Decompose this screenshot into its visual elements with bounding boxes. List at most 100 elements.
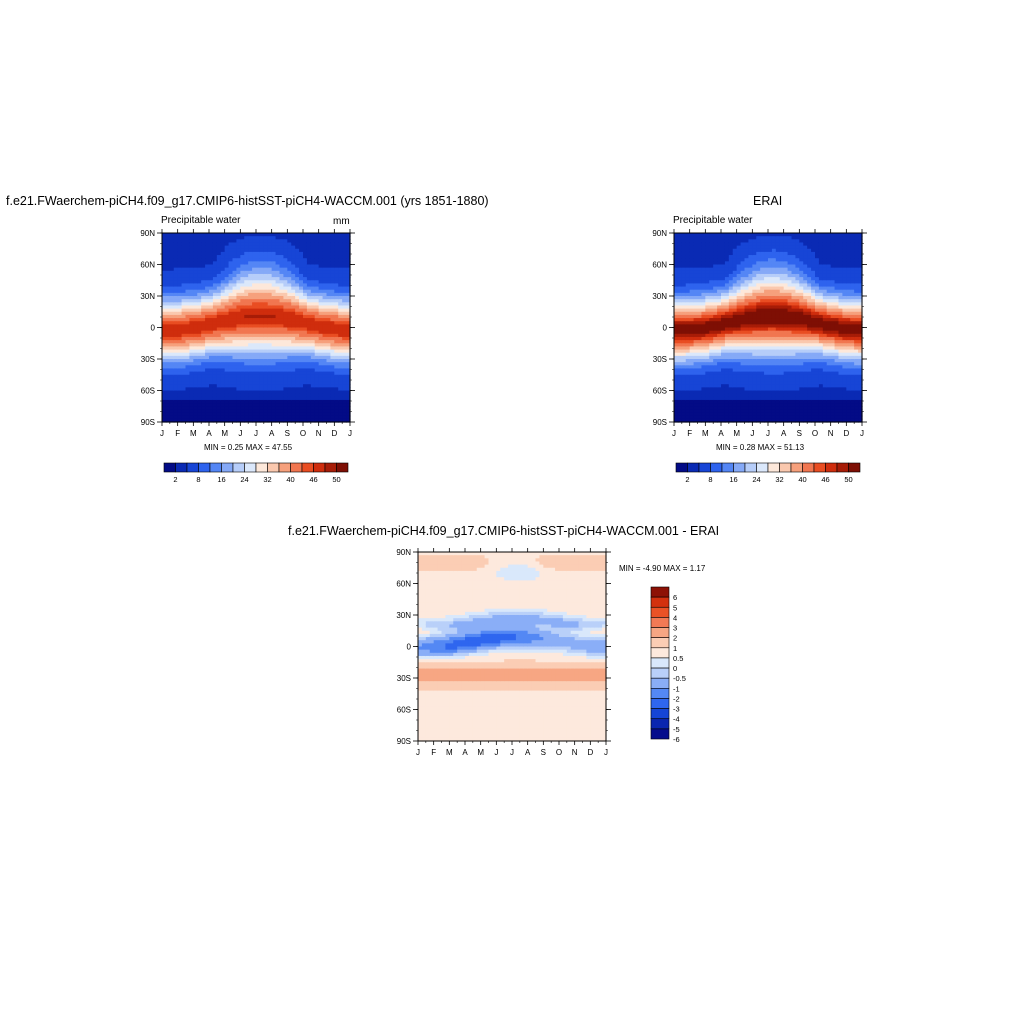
field-cell xyxy=(334,355,339,360)
field-cell xyxy=(697,396,703,401)
field-cell xyxy=(713,352,718,357)
field-cell xyxy=(181,236,187,240)
field-cell xyxy=(299,415,304,420)
field-cell xyxy=(185,368,191,373)
field-cell xyxy=(271,318,277,322)
field-cell xyxy=(181,381,187,385)
field-cell xyxy=(310,343,316,347)
field-cell xyxy=(724,242,730,247)
field-cell xyxy=(205,264,210,269)
field-cell xyxy=(326,305,332,310)
field-cell xyxy=(713,415,718,420)
field-cell xyxy=(169,390,175,395)
field-cell xyxy=(236,239,241,244)
field-cell xyxy=(314,355,320,360)
field-cell xyxy=(330,362,335,366)
field-cell xyxy=(346,292,351,297)
field-cell xyxy=(271,289,277,294)
field-cell xyxy=(775,415,781,420)
field-cell xyxy=(220,314,226,319)
field-cell xyxy=(240,390,245,395)
field-cell xyxy=(295,418,300,423)
field-cell xyxy=(271,242,277,247)
field-cell xyxy=(740,399,746,404)
field-cell xyxy=(756,280,761,284)
field-cell xyxy=(306,377,312,382)
field-cell xyxy=(162,302,167,307)
field-cell xyxy=(267,283,273,288)
field-cell xyxy=(681,390,687,395)
field-cell xyxy=(209,374,214,379)
field-cell xyxy=(291,381,296,385)
field-cell xyxy=(318,393,324,398)
field-cell xyxy=(162,251,167,256)
field-cell xyxy=(346,399,351,404)
field-cell xyxy=(189,340,194,344)
field-cell xyxy=(740,270,746,275)
field-cell xyxy=(244,296,249,300)
field-cell xyxy=(252,415,257,420)
field-cell xyxy=(740,371,746,376)
field-cell xyxy=(303,349,308,354)
field-cell xyxy=(771,393,777,398)
field-cell xyxy=(689,390,695,395)
field-cell xyxy=(717,270,722,275)
field-cell xyxy=(689,359,695,363)
field-cell xyxy=(783,273,789,278)
field-cell xyxy=(701,264,706,269)
field-cell xyxy=(248,251,253,256)
field-cell xyxy=(791,245,797,250)
field-cell xyxy=(724,374,730,379)
field-cell xyxy=(674,302,679,307)
field-cell xyxy=(267,305,273,310)
field-cell xyxy=(709,233,714,237)
field-cell xyxy=(685,277,691,281)
field-cell xyxy=(740,365,746,370)
field-cell xyxy=(263,299,269,303)
field-cell xyxy=(181,365,187,370)
field-cell xyxy=(705,248,710,253)
field-cell xyxy=(685,239,691,244)
field-cell xyxy=(799,377,804,382)
field-cell xyxy=(736,384,742,388)
field-cell xyxy=(760,314,765,319)
field-cell xyxy=(775,327,781,332)
field-cell xyxy=(185,299,191,303)
field-cell xyxy=(728,340,734,344)
field-cell xyxy=(267,321,273,325)
field-cell xyxy=(705,308,710,313)
field-cell xyxy=(326,352,332,357)
field-cell xyxy=(236,340,241,344)
field-cell xyxy=(295,245,300,250)
field-cell xyxy=(165,333,171,338)
field-cell xyxy=(224,333,230,338)
field-cell xyxy=(732,399,738,404)
field-cell xyxy=(677,352,683,357)
field-cell xyxy=(775,245,781,250)
field-cell xyxy=(681,314,687,319)
field-cell xyxy=(334,233,339,237)
field-cell xyxy=(685,330,691,335)
field-cell xyxy=(193,406,198,410)
field-cell xyxy=(271,302,277,307)
field-cell xyxy=(677,399,683,404)
field-cell xyxy=(169,355,175,360)
field-cell xyxy=(275,280,281,284)
field-cell xyxy=(303,343,308,347)
field-cell xyxy=(705,286,710,291)
field-cell xyxy=(252,371,257,376)
field-cell xyxy=(256,296,261,300)
field-cell xyxy=(236,283,241,288)
field-cell xyxy=(330,412,335,417)
field-cell xyxy=(283,296,288,300)
field-cell xyxy=(326,242,332,247)
field-cell xyxy=(693,418,699,423)
field-cell xyxy=(283,280,288,284)
field-cell xyxy=(701,251,706,256)
field-cell xyxy=(169,346,175,351)
field-cell xyxy=(791,308,797,313)
field-cell xyxy=(338,311,343,316)
field-cell xyxy=(764,418,769,423)
field-cell xyxy=(201,314,206,319)
field-cell xyxy=(334,390,339,395)
